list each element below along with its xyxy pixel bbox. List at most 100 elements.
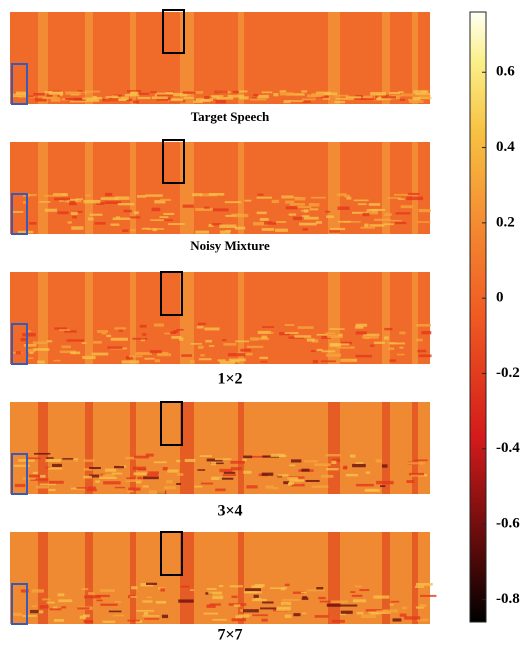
texture <box>326 603 341 607</box>
texture <box>82 356 96 360</box>
spectrogram <box>10 401 430 495</box>
texture <box>407 98 416 101</box>
texture <box>413 90 427 94</box>
texture <box>290 459 302 463</box>
texture <box>261 228 275 231</box>
texture <box>311 93 325 97</box>
texture <box>142 600 153 603</box>
texture <box>353 199 369 202</box>
texture <box>407 462 425 465</box>
texture <box>279 92 294 96</box>
texture <box>389 342 406 345</box>
texture <box>112 614 125 617</box>
texture <box>81 588 89 591</box>
texture <box>418 209 431 213</box>
texture <box>130 532 136 624</box>
texture <box>335 343 350 346</box>
texture <box>197 322 207 325</box>
texture <box>130 91 139 95</box>
texture <box>346 196 352 200</box>
texture <box>85 12 93 104</box>
texture <box>75 198 83 201</box>
texture <box>365 488 380 492</box>
texture <box>288 100 304 102</box>
texture <box>152 228 157 232</box>
texture <box>390 95 402 97</box>
texture <box>95 594 110 598</box>
texture <box>290 483 305 487</box>
texture <box>352 211 369 214</box>
texture <box>182 204 194 208</box>
texture <box>110 337 128 341</box>
texture <box>167 223 185 225</box>
texture <box>154 359 160 363</box>
texture <box>76 487 87 489</box>
texture <box>16 91 28 95</box>
texture <box>77 607 90 610</box>
texture <box>356 611 364 615</box>
texture <box>93 340 102 344</box>
texture <box>196 326 204 329</box>
texture <box>384 327 393 331</box>
texture <box>382 12 390 104</box>
texture <box>246 345 264 349</box>
texture <box>251 455 269 458</box>
black-box <box>162 139 185 184</box>
texture <box>100 473 106 476</box>
texture <box>292 591 305 594</box>
texture <box>297 326 314 329</box>
texture <box>416 618 429 622</box>
texture <box>200 482 214 485</box>
texture <box>244 588 262 592</box>
tick-label: 0 <box>496 290 504 306</box>
texture <box>143 611 149 616</box>
texture <box>48 480 64 484</box>
texture <box>257 94 269 99</box>
texture <box>23 343 37 347</box>
texture <box>359 98 377 100</box>
texture <box>34 452 51 455</box>
texture <box>360 226 376 229</box>
texture <box>118 329 123 332</box>
texture <box>180 585 190 588</box>
texture <box>393 193 412 196</box>
texture <box>235 340 250 343</box>
texture <box>84 595 101 599</box>
texture <box>329 328 345 330</box>
texture <box>26 330 31 333</box>
texture <box>104 201 122 204</box>
texture <box>112 95 118 99</box>
texture <box>260 360 268 363</box>
texture <box>47 467 63 470</box>
texture <box>206 588 217 590</box>
texture <box>238 402 244 494</box>
texture <box>61 606 67 609</box>
texture <box>316 333 328 336</box>
texture <box>211 208 229 212</box>
texture <box>156 353 172 357</box>
texture <box>27 457 41 460</box>
texture <box>48 91 64 95</box>
texture <box>212 96 220 99</box>
texture <box>12 612 23 617</box>
texture <box>150 219 167 221</box>
texture <box>315 221 323 224</box>
texture <box>69 200 76 204</box>
texture <box>127 490 134 493</box>
texture <box>67 221 72 224</box>
texture <box>396 353 405 356</box>
texture <box>397 198 405 200</box>
texture <box>302 596 308 599</box>
texture <box>102 620 116 623</box>
texture <box>285 206 298 210</box>
texture <box>314 463 331 467</box>
texture <box>382 532 390 624</box>
texture <box>31 589 44 593</box>
texture <box>128 487 141 491</box>
texture <box>114 601 122 603</box>
tick-label: -0.6 <box>496 516 520 532</box>
texture <box>301 215 310 218</box>
texture <box>69 201 77 206</box>
texture <box>216 97 234 100</box>
texture <box>52 95 58 98</box>
